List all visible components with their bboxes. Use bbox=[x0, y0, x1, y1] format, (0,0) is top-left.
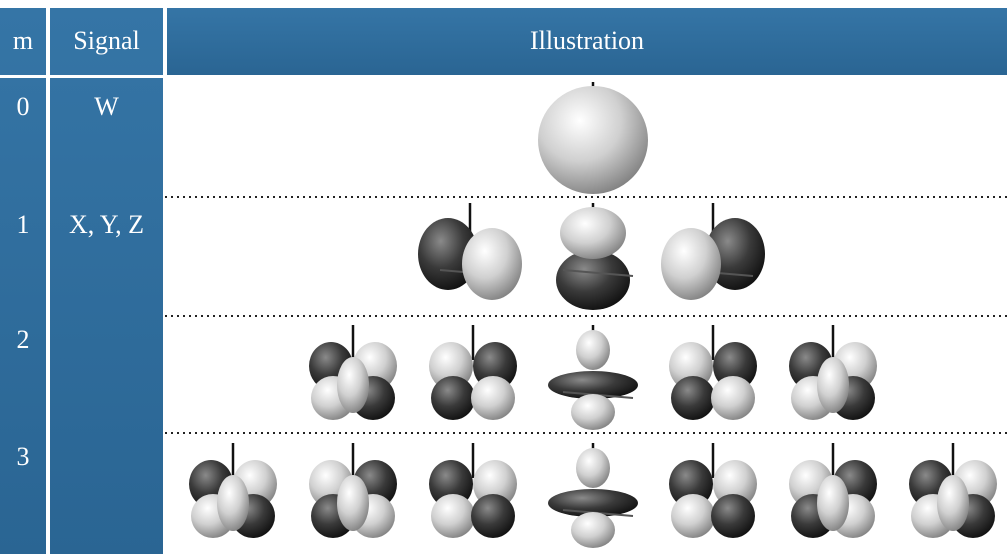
row-m: 1 bbox=[16, 210, 30, 239]
m-column bbox=[0, 8, 46, 554]
lobe bbox=[431, 494, 475, 538]
header-signal: Signal bbox=[73, 26, 140, 55]
lobe bbox=[571, 394, 615, 430]
lobe bbox=[471, 376, 515, 420]
lobe bbox=[711, 494, 755, 538]
lobe bbox=[576, 448, 610, 488]
lobe bbox=[337, 357, 369, 413]
row-m: 2 bbox=[16, 325, 30, 354]
header-m: m bbox=[12, 26, 34, 55]
lobe bbox=[711, 376, 755, 420]
illustration-header bbox=[167, 8, 1007, 75]
lobe bbox=[337, 475, 369, 531]
lobe bbox=[217, 475, 249, 531]
row-signal: X, Y, Z bbox=[68, 210, 145, 239]
header-illustration: Illustration bbox=[529, 26, 645, 55]
row-m: 0 bbox=[16, 92, 30, 121]
lobe bbox=[471, 494, 515, 538]
lobe bbox=[817, 475, 849, 531]
lobe bbox=[671, 376, 715, 420]
lobe bbox=[556, 250, 630, 310]
lobe bbox=[560, 207, 626, 259]
lobe bbox=[576, 330, 610, 370]
lobe bbox=[937, 475, 969, 531]
axis bbox=[562, 269, 634, 277]
lobe bbox=[817, 357, 849, 413]
lobe bbox=[538, 86, 648, 194]
lobe bbox=[462, 228, 522, 300]
lobe bbox=[571, 512, 615, 548]
lobe bbox=[661, 228, 721, 300]
lobe bbox=[671, 494, 715, 538]
row-m: 3 bbox=[16, 442, 30, 471]
row-signal: W bbox=[94, 92, 119, 121]
signal-column bbox=[50, 8, 163, 554]
lobe bbox=[431, 376, 475, 420]
header-divider bbox=[0, 75, 167, 78]
